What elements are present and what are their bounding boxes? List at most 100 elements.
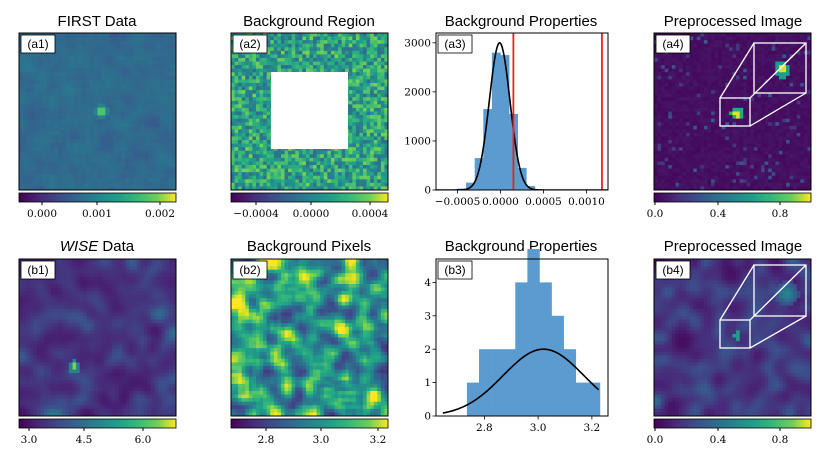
panel-label-b1: (b1) — [20, 260, 56, 280]
colorbar-tick: 0.001 — [82, 208, 112, 220]
title-a1: FIRST Data — [58, 13, 138, 30]
plot-frame — [435, 258, 609, 417]
zoom-connector-line — [749, 42, 807, 99]
x-tick-label: 2.8 — [476, 422, 493, 434]
title-b1: WISE Data — [60, 238, 135, 255]
y-tick-label: 0 — [424, 411, 431, 423]
colorbar-tick: 0.0000 — [293, 208, 330, 220]
zoom-connector-line — [749, 315, 807, 349]
histogram-bar — [515, 282, 528, 416]
x-tick-label: 3.2 — [584, 422, 601, 434]
x-tick-label: −0.0005 — [435, 196, 481, 208]
zoom-source-box — [719, 97, 751, 127]
panel-label-b2: (b2) — [232, 260, 268, 280]
histogram-bar — [474, 158, 484, 190]
x-tick-label: 0.0005 — [525, 196, 562, 208]
histogram-bar — [575, 382, 589, 416]
y-tick-label: 1000 — [404, 136, 431, 148]
colorbar-b4: 0.0 0.4 0.8 — [647, 418, 812, 446]
histogram-bar — [503, 349, 516, 416]
panel-label-a3: (a3) — [437, 34, 473, 54]
colorbar-tick: 0.8 — [772, 208, 789, 220]
plot-frame — [435, 32, 609, 191]
image-preprocessed-first — [654, 33, 812, 191]
colorbar-tick: −0.0004 — [233, 208, 279, 220]
x-tick-label: 3.0 — [530, 422, 547, 434]
y-tick-label: 3 — [424, 310, 431, 322]
zoom-connector-line — [749, 92, 807, 127]
title-b1-italic: WISE — [60, 238, 99, 255]
colorbar-tick: 0.0004 — [352, 208, 389, 220]
frame-a1 — [18, 32, 177, 191]
y-tick-label: 4 — [424, 277, 431, 289]
frame-b2 — [230, 258, 389, 417]
panel-label-a1: (a1) — [20, 34, 56, 54]
histogram-bar — [587, 382, 601, 416]
colorbar-tick: 0.0 — [647, 434, 664, 446]
histogram-bar — [527, 248, 540, 416]
y-tick-label: 3000 — [404, 37, 431, 49]
x-tick-label: 0.0010 — [568, 196, 605, 208]
x-tick-label: 0.0000 — [482, 196, 519, 208]
title-a4: Preprocessed Image — [664, 13, 802, 30]
title-b4: Preprocessed Image — [664, 238, 802, 255]
frame-b4 — [653, 258, 812, 417]
zoom-inset-b4 — [719, 264, 807, 349]
zoom-target-box — [753, 42, 807, 94]
colorbar-a2: −0.0004 0.0000 0.0004 — [230, 192, 389, 220]
y-tick-label: 2000 — [404, 86, 431, 98]
title-b1-rest: Data — [98, 238, 135, 255]
y-tick-label: 2 — [424, 344, 431, 356]
histogram-bar — [491, 349, 504, 416]
frame-b1 — [18, 258, 177, 417]
histogram-bar — [551, 315, 564, 416]
colorbar-a4: 0.0 0.4 0.8 — [647, 192, 812, 220]
zoom-inset-a4 — [719, 42, 807, 127]
colorbar-tick: 0.000 — [27, 208, 57, 220]
colorbar-tick: 3.2 — [370, 434, 387, 446]
histogram-bar — [517, 167, 527, 190]
title-b2: Background Pixels — [247, 238, 371, 255]
gaussian-fit-line — [442, 348, 600, 414]
histogram-bar — [483, 109, 493, 190]
panel-label-b3: (b3) — [437, 260, 473, 280]
masked-source-region — [271, 72, 348, 149]
histogram-bar — [479, 349, 492, 416]
zoom-source-box — [719, 319, 751, 349]
zoom-connector-line — [749, 264, 807, 321]
colorbar-tick: 3.0 — [21, 434, 38, 446]
image-wise-data — [19, 259, 177, 417]
frame-a2 — [230, 32, 389, 191]
colorbar-tick: 6.0 — [135, 434, 152, 446]
zoom-target-box — [753, 264, 807, 317]
image-preprocessed-wise — [654, 259, 812, 417]
colorbar-tick: 0.4 — [710, 208, 727, 220]
histogram-bar — [500, 55, 510, 190]
colorbar-b1: 3.0 4.5 6.0 — [18, 418, 177, 446]
image-background-pixels — [231, 259, 389, 417]
colorbar-tick: 0.4 — [710, 434, 727, 446]
y-tick-label: 1 — [424, 377, 431, 389]
histogram-bar — [491, 52, 501, 191]
colorbar-tick: 4.5 — [76, 434, 93, 446]
panel-label-a2: (a2) — [232, 34, 268, 54]
title-b3: Background Properties — [445, 238, 598, 255]
colorbar-tick: 0.0 — [647, 208, 664, 220]
panel-label-b4: (b4) — [655, 260, 691, 280]
colorbar-tick: 2.8 — [258, 434, 275, 446]
histogram-bar — [466, 382, 480, 416]
frame-a4 — [653, 32, 812, 191]
zoom-connector-line — [719, 264, 755, 321]
image-first-data — [19, 33, 177, 191]
zoom-connector-line — [719, 42, 755, 99]
y-tick-label: 0 — [424, 185, 431, 197]
colorbar-tick: 0.002 — [145, 208, 175, 220]
colorbar-a1: 0.000 0.001 0.002 — [18, 192, 177, 220]
title-a3: Background Properties — [445, 13, 598, 30]
colorbar-tick: 0.8 — [772, 434, 789, 446]
histogram-a3: −0.0005 0.0000 0.0005 0.0010 0 1000 2000 3000 — [404, 32, 609, 208]
colorbar-tick: 3.0 — [313, 434, 330, 446]
histogram-b3: 2.8 3.0 3.2 0 1 2 3 4 — [424, 248, 609, 434]
title-a2: Background Region — [243, 13, 375, 30]
